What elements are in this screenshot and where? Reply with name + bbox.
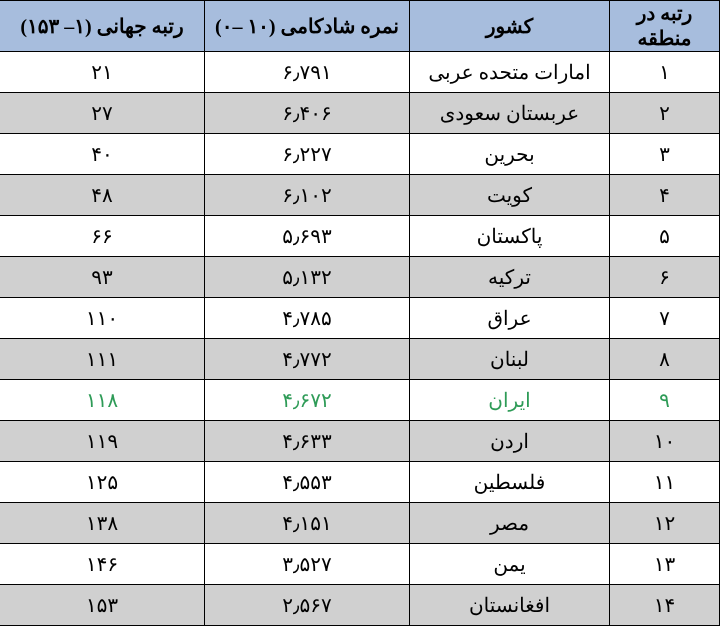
cell-score: ۵٫۶۹۳	[205, 216, 410, 257]
cell-world-rank: ۹۳	[0, 257, 205, 298]
cell-country: عراق	[410, 298, 610, 339]
cell-country: بحرین	[410, 134, 610, 175]
cell-score: ۴٫۵۵۳	[205, 462, 410, 503]
table-row: ۸لبنان۴٫۷۷۲۱۱۱	[0, 339, 720, 380]
cell-rank-region: ۹	[610, 380, 720, 421]
cell-world-rank: ۶۶	[0, 216, 205, 257]
table-container: رتبه در منطقه کشور نمره شادکامی (۱۰ –۰) …	[0, 0, 720, 626]
cell-world-rank: ۱۲۵	[0, 462, 205, 503]
cell-country: ترکیه	[410, 257, 610, 298]
cell-country: پاکستان	[410, 216, 610, 257]
cell-score: ۶٫۲۲۷	[205, 134, 410, 175]
cell-score: ۴٫۶۷۲	[205, 380, 410, 421]
table-row: ۲عربستان سعودی۶٫۴۰۶۲۷	[0, 93, 720, 134]
cell-score: ۴٫۱۵۱	[205, 503, 410, 544]
cell-score: ۲٫۵۶۷	[205, 585, 410, 626]
cell-country: لبنان	[410, 339, 610, 380]
cell-world-rank: ۱۱۸	[0, 380, 205, 421]
table-row: ۵پاکستان۵٫۶۹۳۶۶	[0, 216, 720, 257]
cell-country: افغانستان	[410, 585, 610, 626]
cell-rank-region: ۱۳	[610, 544, 720, 585]
cell-score: ۳٫۵۲۷	[205, 544, 410, 585]
cell-country: فلسطین	[410, 462, 610, 503]
cell-score: ۵٫۱۳۲	[205, 257, 410, 298]
col-header-rank-region: رتبه در منطقه	[610, 1, 720, 52]
cell-world-rank: ۱۱۹	[0, 421, 205, 462]
table-row: ۱امارات متحده عربی۶٫۷۹۱۲۱	[0, 52, 720, 93]
table-row: ۱۲مصر۴٫۱۵۱۱۳۸	[0, 503, 720, 544]
cell-world-rank: ۱۱۰	[0, 298, 205, 339]
cell-rank-region: ۱۴	[610, 585, 720, 626]
cell-score: ۴٫۷۷۲	[205, 339, 410, 380]
cell-world-rank: ۱۵۳	[0, 585, 205, 626]
table-row: ۱۴افغانستان۲٫۵۶۷۱۵۳	[0, 585, 720, 626]
cell-rank-region: ۱۲	[610, 503, 720, 544]
cell-country: مصر	[410, 503, 610, 544]
cell-rank-region: ۷	[610, 298, 720, 339]
cell-rank-region: ۸	[610, 339, 720, 380]
cell-score: ۴٫۶۳۳	[205, 421, 410, 462]
cell-score: ۶٫۱۰۲	[205, 175, 410, 216]
cell-world-rank: ۱۳۸	[0, 503, 205, 544]
cell-country: ایران	[410, 380, 610, 421]
cell-score: ۶٫۴۰۶	[205, 93, 410, 134]
cell-country: امارات متحده عربی	[410, 52, 610, 93]
cell-rank-region: ۴	[610, 175, 720, 216]
cell-country: یمن	[410, 544, 610, 585]
cell-world-rank: ۴۸	[0, 175, 205, 216]
cell-country: کویت	[410, 175, 610, 216]
cell-score: ۴٫۷۸۵	[205, 298, 410, 339]
col-header-country: کشور	[410, 1, 610, 52]
cell-country: عربستان سعودی	[410, 93, 610, 134]
cell-rank-region: ۵	[610, 216, 720, 257]
table-header-row: رتبه در منطقه کشور نمره شادکامی (۱۰ –۰) …	[0, 1, 720, 52]
table-row: ۱۳یمن۳٫۵۲۷۱۴۶	[0, 544, 720, 585]
cell-rank-region: ۶	[610, 257, 720, 298]
cell-rank-region: ۱	[610, 52, 720, 93]
col-header-score: نمره شادکامی (۱۰ –۰)	[205, 1, 410, 52]
table-row: ۱۰اردن۴٫۶۳۳۱۱۹	[0, 421, 720, 462]
cell-rank-region: ۳	[610, 134, 720, 175]
table-row: ۷عراق۴٫۷۸۵۱۱۰	[0, 298, 720, 339]
cell-world-rank: ۲۱	[0, 52, 205, 93]
col-header-world-rank: رتبه جهانی (۱– ۱۵۳)	[0, 1, 205, 52]
cell-score: ۶٫۷۹۱	[205, 52, 410, 93]
cell-world-rank: ۱۴۶	[0, 544, 205, 585]
table-row: ۴کویت۶٫۱۰۲۴۸	[0, 175, 720, 216]
table-row: ۶ترکیه۵٫۱۳۲۹۳	[0, 257, 720, 298]
table-body: ۱امارات متحده عربی۶٫۷۹۱۲۱۲عربستان سعودی۶…	[0, 52, 720, 626]
cell-rank-region: ۲	[610, 93, 720, 134]
cell-rank-region: ۱۰	[610, 421, 720, 462]
table-row: ۱۱فلسطین۴٫۵۵۳۱۲۵	[0, 462, 720, 503]
cell-rank-region: ۱۱	[610, 462, 720, 503]
cell-country: اردن	[410, 421, 610, 462]
cell-world-rank: ۴۰	[0, 134, 205, 175]
cell-world-rank: ۱۱۱	[0, 339, 205, 380]
table-row: ۳بحرین۶٫۲۲۷۴۰	[0, 134, 720, 175]
happiness-table: رتبه در منطقه کشور نمره شادکامی (۱۰ –۰) …	[0, 0, 720, 626]
cell-world-rank: ۲۷	[0, 93, 205, 134]
table-row: ۹ایران۴٫۶۷۲۱۱۸	[0, 380, 720, 421]
